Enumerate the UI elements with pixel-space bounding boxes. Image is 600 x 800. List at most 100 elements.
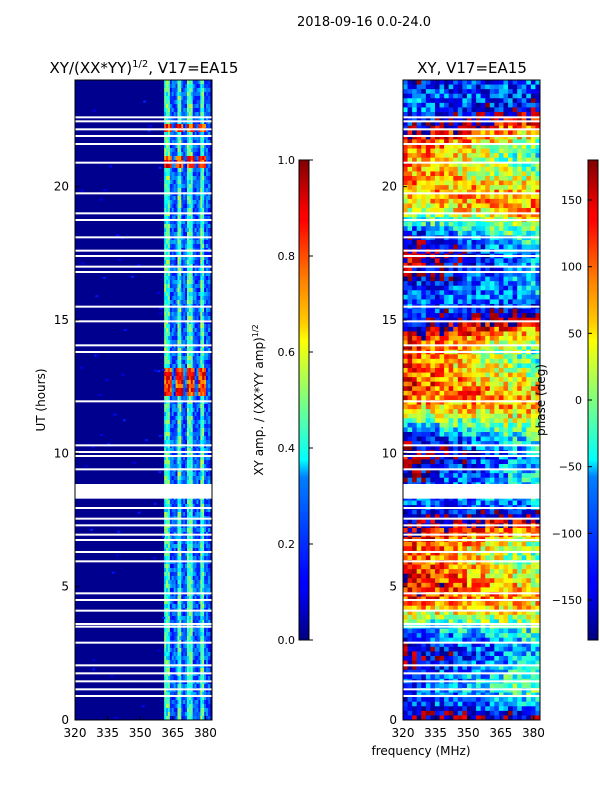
amplitude-cell [171, 548, 175, 553]
amplitude-cell [169, 480, 173, 485]
amplitude-cell [207, 404, 211, 409]
amplitude-cell [183, 436, 186, 441]
amplitude-cell [173, 684, 177, 689]
amplitude-cell [177, 356, 180, 361]
amplitude-cell [200, 272, 203, 277]
amplitude-cell [167, 616, 171, 621]
phase-cell [466, 221, 473, 227]
phase-cell [412, 226, 418, 232]
amplitude-cell [206, 464, 209, 469]
amplitude-cell [169, 500, 173, 505]
amplitude-cell [181, 332, 184, 337]
amplitude-cell [196, 84, 200, 89]
amplitude-cell [167, 716, 171, 720]
amplitude-cell [206, 328, 209, 333]
amplitude-cell [186, 140, 190, 145]
amplitude-cell [188, 380, 192, 385]
amplitude-cell [204, 504, 207, 509]
phase-cell [535, 171, 540, 177]
amplitude-cell [164, 620, 167, 625]
amplitude-cell [164, 164, 167, 169]
amplitude-cell [202, 432, 205, 437]
amplitude-cell [190, 564, 194, 569]
amplitude-cell [183, 140, 186, 145]
amplitude-cell [181, 200, 184, 205]
phase-cell [407, 203, 413, 209]
amplitude-cell [177, 292, 180, 297]
amplitude-cell [166, 376, 169, 381]
phase-cell [471, 226, 477, 232]
amplitude-cell [175, 436, 179, 441]
phase-cell [430, 157, 436, 163]
phase-cell [439, 93, 445, 99]
amplitude-cell [164, 388, 167, 393]
phase-cell [476, 84, 482, 90]
phase-cell [425, 153, 431, 159]
amplitude-cell [186, 696, 190, 701]
amplitude-cell [198, 396, 201, 401]
flagged-gap-wide [75, 484, 212, 499]
amplitude-cell [166, 96, 169, 101]
amplitude-cell [186, 256, 190, 261]
phase-cell [471, 121, 477, 127]
amplitude-cell [179, 108, 182, 113]
amplitude-cell [202, 340, 205, 345]
amplitude-cell [179, 280, 182, 285]
amplitude-cell [167, 228, 171, 233]
amplitude-cell [164, 152, 167, 157]
amplitude-cell [167, 600, 171, 605]
amplitude-cell [192, 336, 196, 341]
phase-cell [498, 148, 505, 154]
amplitude-cell [198, 696, 201, 701]
amplitude-cell [185, 92, 188, 97]
phase-cell [453, 185, 459, 191]
amplitude-cell [188, 416, 192, 421]
flagged-gap [75, 517, 212, 520]
phase-cell [494, 166, 500, 173]
amplitude-cell [202, 308, 205, 313]
amplitude-cell [198, 528, 201, 533]
amplitude-cell [192, 708, 196, 713]
amplitude-cell [185, 440, 188, 445]
amplitude-cell [167, 312, 171, 317]
phase-cell [439, 194, 445, 200]
amplitude-cell [198, 676, 201, 681]
amplitude-cell [192, 140, 196, 145]
amplitude-cell [171, 92, 175, 97]
amplitude-cell [202, 424, 205, 429]
amplitude-cell [186, 96, 190, 101]
amplitude-cell [175, 480, 179, 485]
amplitude-cell [179, 328, 182, 333]
amplitude-cell [200, 312, 203, 317]
amplitude-cell [181, 252, 184, 257]
amplitude-speckle [92, 658, 96, 661]
amplitude-cell [204, 576, 207, 581]
phase-cell [480, 157, 486, 163]
amplitude-cell [207, 384, 211, 389]
amplitude-cell [196, 528, 200, 533]
amplitude-cell [196, 108, 200, 113]
amplitude-cell [185, 220, 188, 225]
amplitude-cell [206, 596, 209, 601]
amplitude-cell [179, 288, 182, 293]
phase-cell [494, 107, 500, 113]
amplitude-cell [166, 428, 169, 433]
amplitude-cell [175, 204, 179, 209]
phase-cell [448, 139, 454, 145]
phase-cell [526, 198, 532, 205]
phase-cell [480, 93, 486, 99]
amplitude-cell [169, 352, 173, 357]
amplitude-cell [200, 228, 203, 233]
phase-cell [480, 107, 486, 113]
amplitude-cell [181, 152, 184, 157]
amplitude-cell [204, 108, 207, 113]
amplitude-cell [173, 284, 177, 289]
amplitude-cell [194, 580, 198, 585]
amplitude-cell [164, 692, 167, 697]
amplitude-cell [171, 656, 175, 661]
amplitude-cell [166, 588, 169, 593]
amplitude-cell [179, 676, 182, 681]
amplitude-cell [173, 156, 177, 161]
amplitude-cell [171, 632, 175, 637]
amplitude-cell [186, 540, 190, 545]
